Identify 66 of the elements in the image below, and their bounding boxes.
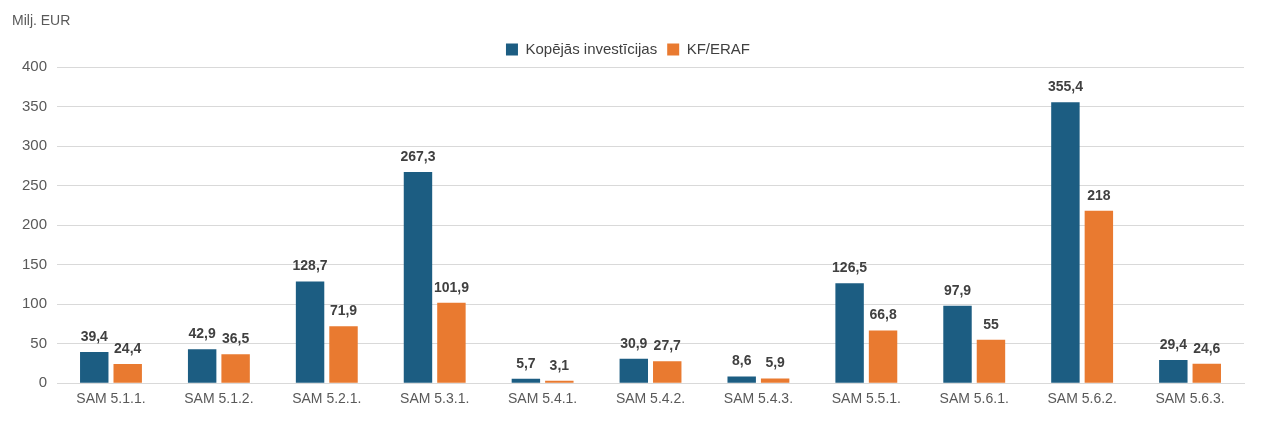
y-tick-label: 150 bbox=[22, 254, 48, 272]
bar bbox=[511, 378, 541, 383]
legend-label: Kopējās investīcijas bbox=[525, 39, 658, 57]
bar bbox=[187, 349, 217, 383]
data-label: 97,9 bbox=[943, 281, 972, 298]
bar bbox=[113, 363, 142, 383]
data-label: 24,4 bbox=[114, 339, 142, 356]
data-label: 8,6 bbox=[731, 352, 752, 369]
y-axis-title: Milj. EUR bbox=[12, 11, 71, 28]
data-label: 126,5 bbox=[832, 259, 868, 276]
x-tick-label: SAM 5.1.2. bbox=[184, 390, 254, 407]
y-tick-label: 0 bbox=[38, 373, 48, 391]
data-label: 55 bbox=[983, 315, 999, 332]
bar bbox=[653, 361, 682, 383]
x-tick-label: SAM 5.6.3. bbox=[1155, 390, 1225, 407]
data-label: 29,4 bbox=[1159, 335, 1188, 352]
data-label: 355,4 bbox=[1047, 78, 1084, 95]
bar bbox=[1051, 102, 1080, 383]
x-tick-label: SAM 5.3.1. bbox=[400, 390, 470, 407]
data-label: 218 bbox=[1087, 186, 1111, 203]
data-label: 267,3 bbox=[400, 147, 436, 164]
bar bbox=[1084, 210, 1114, 383]
x-tick-label: SAM 5.6.1. bbox=[939, 390, 1009, 407]
bar bbox=[295, 281, 325, 383]
bar bbox=[1192, 363, 1221, 383]
bar bbox=[727, 376, 756, 383]
y-tick-label: 400 bbox=[22, 57, 48, 75]
x-tick-label: SAM 5.5.1. bbox=[831, 390, 901, 407]
x-tick-label: SAM 5.4.1. bbox=[507, 390, 578, 407]
data-label: 5,9 bbox=[765, 354, 786, 371]
data-label: 3,1 bbox=[549, 356, 570, 373]
y-tick-label: 250 bbox=[22, 175, 48, 193]
bar bbox=[943, 305, 972, 383]
data-label: 39,4 bbox=[80, 327, 109, 344]
legend-label: KF/ERAF bbox=[686, 39, 751, 57]
data-label: 24,6 bbox=[1193, 339, 1221, 356]
data-label: 42,9 bbox=[188, 325, 216, 342]
bar bbox=[1159, 359, 1188, 383]
bar bbox=[868, 330, 898, 383]
x-tick-label: SAM 5.4.3. bbox=[723, 390, 794, 407]
y-tick-label: 100 bbox=[22, 294, 48, 312]
bar bbox=[835, 283, 864, 383]
y-tick-label: 300 bbox=[22, 136, 48, 154]
bar bbox=[329, 326, 358, 383]
bar bbox=[221, 354, 250, 383]
data-label: 30,9 bbox=[620, 334, 648, 351]
bar bbox=[403, 171, 433, 383]
data-label: 36,5 bbox=[221, 330, 250, 347]
data-label: 101,9 bbox=[433, 278, 470, 295]
y-tick-label: 200 bbox=[22, 215, 48, 233]
x-tick-label: SAM 5.4.2. bbox=[615, 390, 686, 407]
data-label: 66,8 bbox=[869, 306, 897, 323]
x-tick-label: SAM 5.6.2. bbox=[1047, 390, 1117, 407]
data-label: 27,7 bbox=[653, 337, 682, 354]
bar bbox=[619, 358, 649, 383]
x-tick-label: SAM 5.2.1. bbox=[292, 390, 362, 407]
bar bbox=[976, 339, 1006, 383]
y-tick-label: 350 bbox=[22, 96, 48, 114]
x-tick-label: SAM 5.1.1. bbox=[76, 390, 146, 407]
data-label: 128,7 bbox=[292, 257, 328, 274]
y-tick-label: 50 bbox=[30, 333, 48, 351]
data-label: 5,7 bbox=[516, 354, 536, 371]
bar bbox=[760, 378, 790, 383]
data-label: 71,9 bbox=[329, 302, 358, 319]
bar bbox=[80, 352, 109, 383]
bar bbox=[437, 302, 466, 383]
